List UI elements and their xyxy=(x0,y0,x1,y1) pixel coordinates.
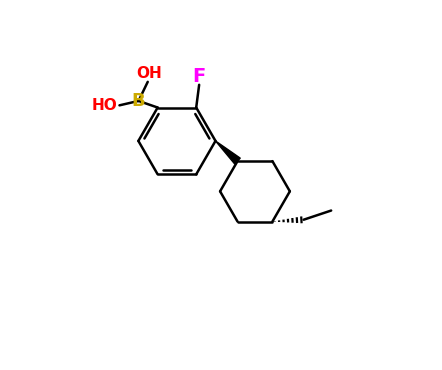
Text: OH: OH xyxy=(137,66,163,81)
Text: B: B xyxy=(132,92,145,110)
Polygon shape xyxy=(216,141,240,164)
Text: F: F xyxy=(193,67,206,86)
Text: HO: HO xyxy=(92,98,118,113)
